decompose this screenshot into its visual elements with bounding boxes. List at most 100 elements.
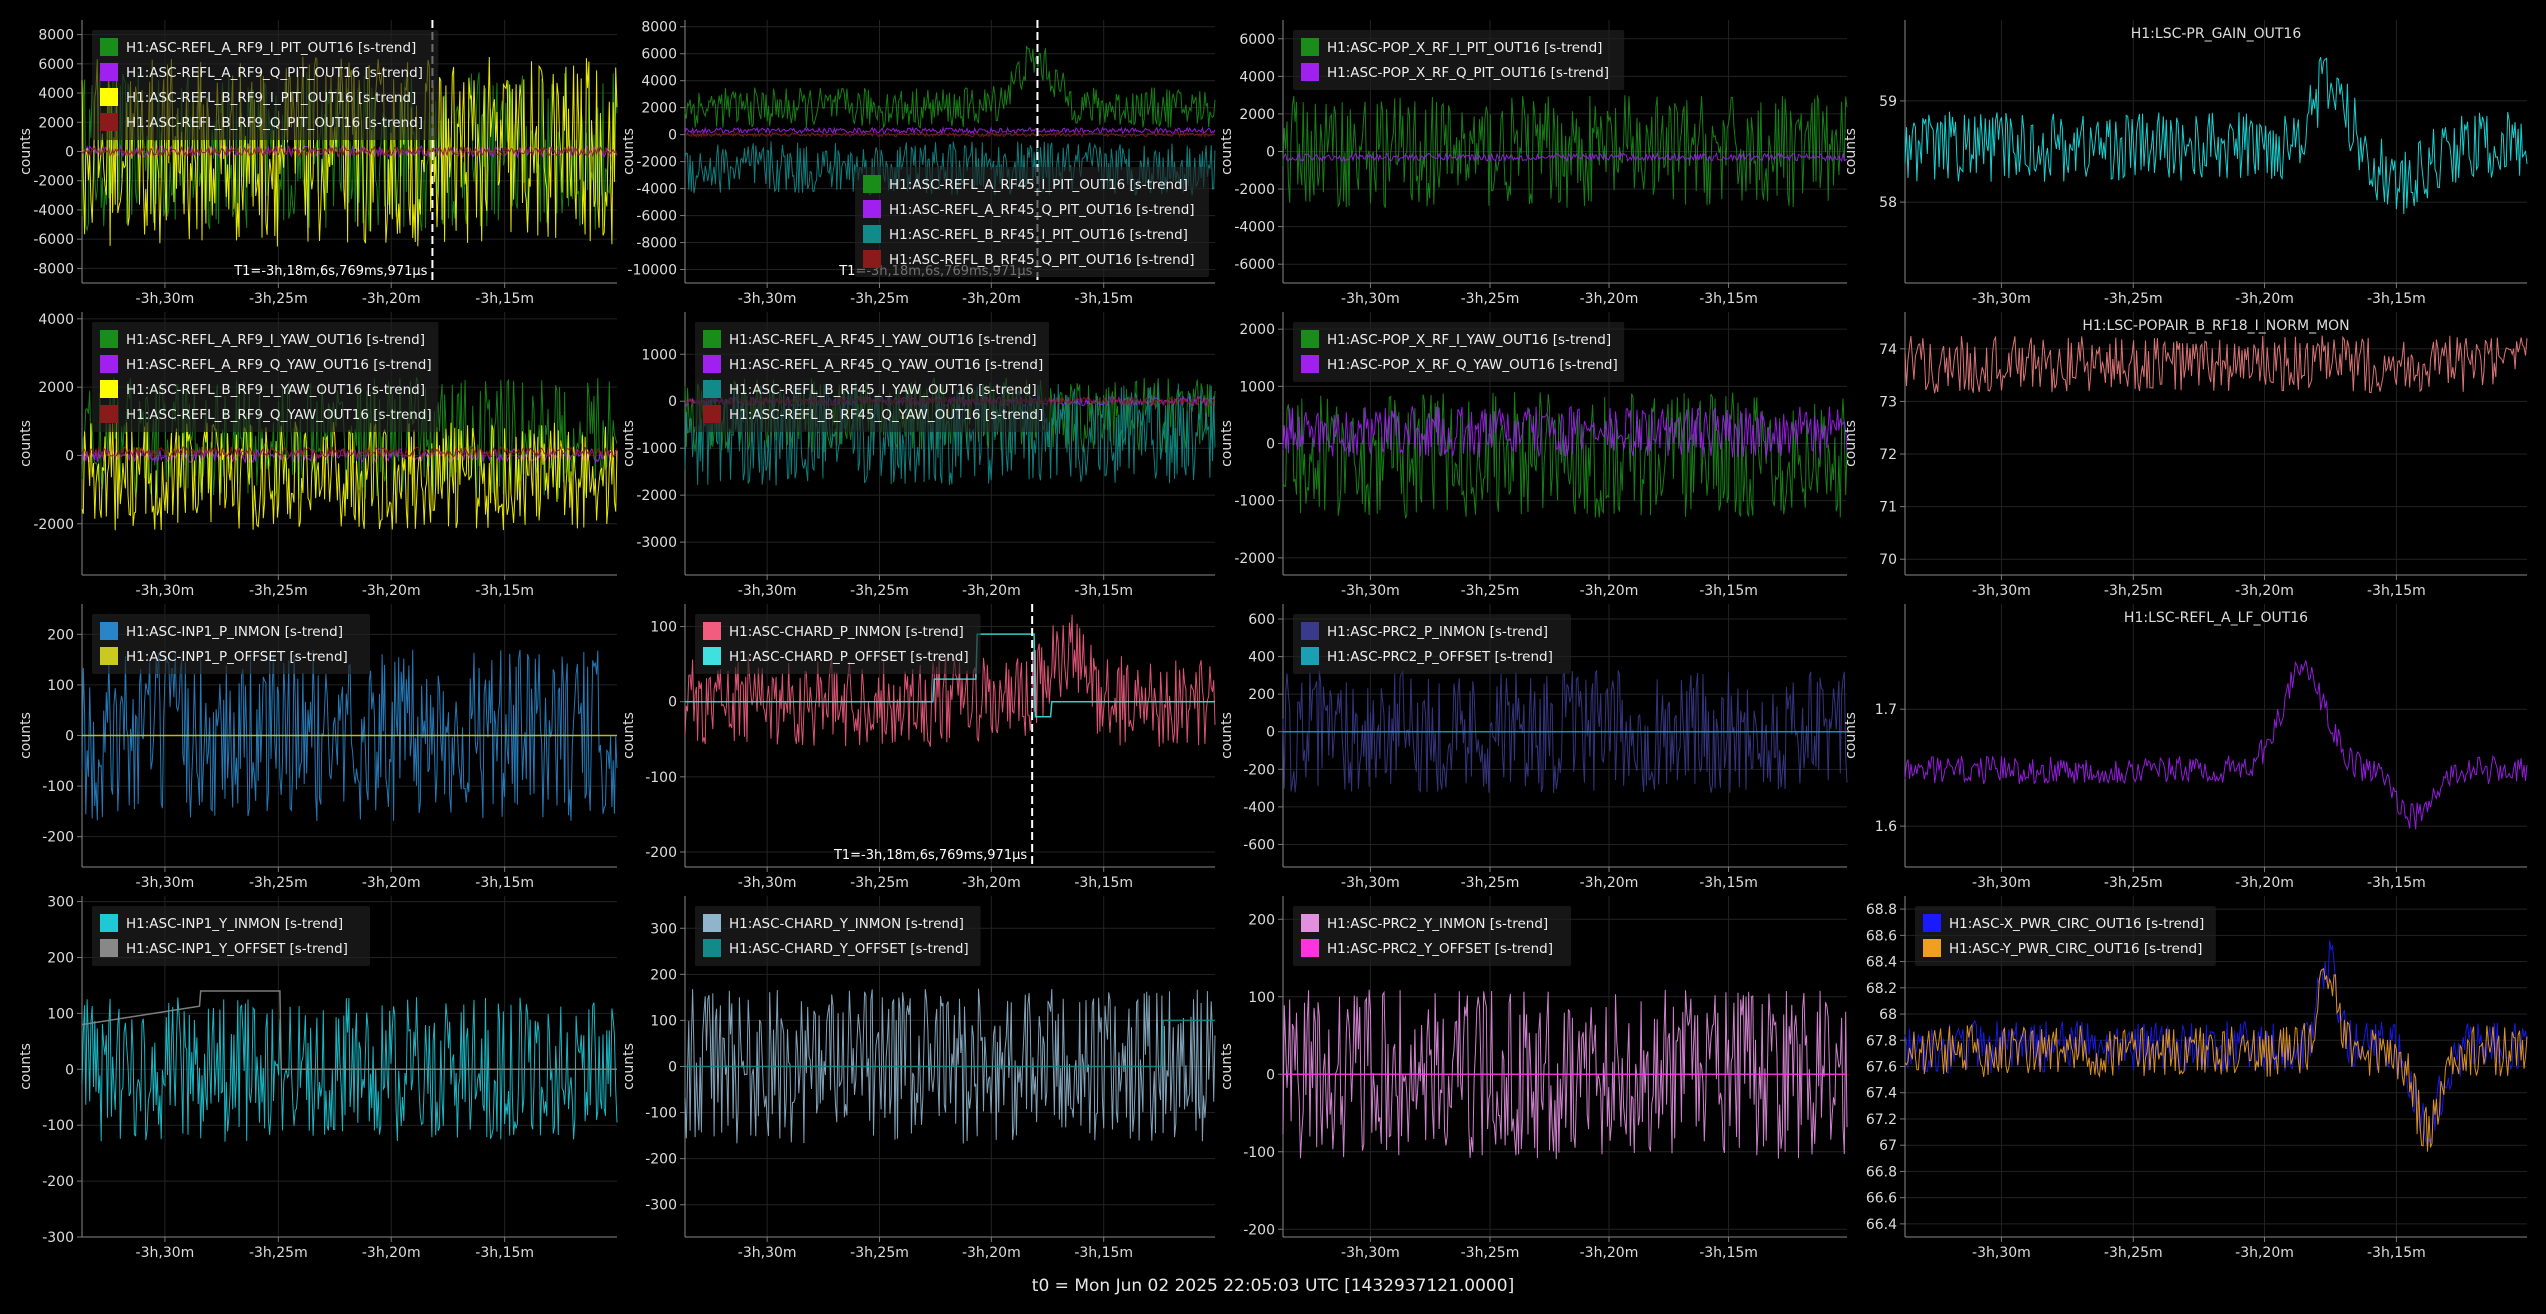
legend: H1:ASC-INP1_Y_INMON [s-trend] H1:ASC-INP1… xyxy=(92,906,370,966)
x-tick-label: -3h,30m xyxy=(1341,583,1400,599)
y-tick-label: 8000 xyxy=(38,28,74,44)
legend: H1:ASC-INP1_P_INMON [s-trend] H1:ASC-INP1… xyxy=(92,614,370,674)
legend-entry: H1:ASC-REFL_B_RF9_Q_YAW_OUT16 [s-trend] xyxy=(126,407,432,423)
series-trace-2 xyxy=(1282,151,1848,163)
y-tick-label: 0 xyxy=(1266,437,1275,453)
y-tick-label: -600 xyxy=(1243,837,1275,853)
series-trace-1 xyxy=(684,45,1216,129)
y-tick-label: 0 xyxy=(65,729,74,745)
y-tick-label: 300 xyxy=(47,895,74,911)
y-tick-label: -200 xyxy=(42,1174,74,1190)
x-tick-label: -3h,15m xyxy=(475,291,534,307)
y-tick-label: -2000 xyxy=(1234,551,1275,567)
y-tick-label: -200 xyxy=(645,845,677,861)
chart-panel-8: -3h,30m -3h,25m -3h,20m -3h,15m 74 73 72 71 70 co… xyxy=(1843,312,2528,599)
x-tick-label: -3h,20m xyxy=(2235,875,2294,891)
chart-panel-14: -3h,30m -3h,25m -3h,20m -3h,15m 300 200 100 0 -1… xyxy=(621,896,1216,1261)
x-tick-label: -3h,25m xyxy=(1461,1245,1520,1261)
y-tick-label: 8000 xyxy=(641,20,677,36)
legend-swatch xyxy=(100,939,118,957)
y-tick-label: 200 xyxy=(47,950,74,966)
y-tick-label: 1.7 xyxy=(1875,702,1897,718)
y-tick-label: -3000 xyxy=(636,535,677,551)
y-axis-label: counts xyxy=(1219,1043,1235,1090)
x-tick-label: -3h,25m xyxy=(1461,583,1520,599)
legend-entry: H1:ASC-PRC2_Y_OFFSET [s-trend] xyxy=(1327,941,1553,957)
x-tick-label: -3h,20m xyxy=(362,1245,421,1261)
legend-entry: H1:ASC-X_PWR_CIRC_OUT16 [s-trend] xyxy=(1949,916,2204,932)
legend-swatch xyxy=(100,914,118,932)
cursor-label: T1=-3h,18m,6s,769ms,971μs xyxy=(233,264,427,279)
legend-box xyxy=(855,167,1209,277)
chart-panel-16: -3h,30m -3h,25m -3h,20m -3h,15m 68.8 68.6 68.4… xyxy=(1866,896,2528,1261)
y-tick-label: -6000 xyxy=(1234,257,1275,273)
legend-entry: H1:ASC-POP_X_RF_Q_PIT_OUT16 [s-trend] xyxy=(1327,65,1609,81)
x-tick-label: -3h,15m xyxy=(1074,291,1133,307)
y-tick-label: -2000 xyxy=(1234,182,1275,198)
y-tick-label: 0 xyxy=(668,1060,677,1076)
series-trace-1 xyxy=(1282,392,1848,520)
y-tick-label: 300 xyxy=(650,921,677,937)
chart-panel-10: -3h,30m -3h,25m -3h,20m -3h,15m 100 0 -100 -200… xyxy=(621,604,1216,891)
legend-entry: H1:ASC-POP_X_RF_I_YAW_OUT16 [s-trend] xyxy=(1327,332,1611,348)
x-tick-label: -3h,25m xyxy=(2104,291,2163,307)
x-tick-label: -3h,20m xyxy=(1580,291,1639,307)
series-trace-4 xyxy=(684,131,1216,138)
y-axis-label: counts xyxy=(1219,128,1235,175)
legend-swatch xyxy=(100,113,118,131)
x-tick-label: -3h,30m xyxy=(136,583,195,599)
y-tick-label: 59 xyxy=(1879,94,1897,110)
legend-entry: H1:ASC-INP1_Y_OFFSET [s-trend] xyxy=(126,941,348,957)
x-tick-label: -3h,20m xyxy=(1580,875,1639,891)
x-tick-label: -3h,15m xyxy=(1074,875,1133,891)
legend-entry: H1:ASC-REFL_B_RF45_Q_YAW_OUT16 [s-trend] xyxy=(729,407,1043,423)
series-trace-1 xyxy=(1904,940,2528,1147)
y-tick-label: -8000 xyxy=(33,261,74,277)
x-tick-label: -3h,30m xyxy=(738,583,797,599)
legend: H1:ASC-PRC2_P_INMON [s-trend] H1:ASC-PRC2… xyxy=(1293,614,1571,674)
y-tick-label: -4000 xyxy=(1234,220,1275,236)
y-tick-label: -2000 xyxy=(636,155,677,171)
legend-entry: H1:ASC-REFL_A_RF45_I_YAW_OUT16 [s-trend] xyxy=(729,332,1037,348)
y-tick-label: 67.4 xyxy=(1866,1086,1897,1102)
y-tick-label: 68.8 xyxy=(1866,902,1897,918)
legend-entry: H1:ASC-CHARD_Y_OFFSET [s-trend] xyxy=(729,941,969,957)
legend-box xyxy=(92,322,439,432)
series-trace-2 xyxy=(1904,968,2528,1152)
x-tick-label: -3h,15m xyxy=(1074,583,1133,599)
y-tick-label: 100 xyxy=(650,1013,677,1029)
series-trace-2 xyxy=(81,990,617,1071)
x-tick-label: -3h,30m xyxy=(1972,583,2031,599)
legend-swatch xyxy=(1301,914,1319,932)
time-reference-footer: t0 = Mon Jun 02 2025 22:05:03 UTC [14329… xyxy=(1031,1276,1515,1296)
chart-panel-12: -3h,30m -3h,25m -3h,20m -3h,15m 1.7 1.6 counts… xyxy=(1843,604,2528,891)
series-trace-3 xyxy=(684,141,1216,196)
x-tick-label: -3h,20m xyxy=(962,583,1021,599)
series-trace-1 xyxy=(1904,660,2528,830)
y-tick-label: -4000 xyxy=(33,203,74,219)
y-tick-label: 68.6 xyxy=(1866,928,1897,944)
legend-swatch xyxy=(703,622,721,640)
y-tick-label: -200 xyxy=(42,830,74,846)
series-trace-1 xyxy=(1282,669,1848,794)
chart-panel-1: -3h,30m -3h,25m -3h,20m -3h,15m 8000 6000 4000… xyxy=(18,20,618,307)
x-tick-label: -3h,30m xyxy=(136,1245,195,1261)
legend-entry: H1:ASC-PRC2_P_OFFSET [s-trend] xyxy=(1327,649,1553,665)
series-trace-2 xyxy=(684,126,1216,135)
y-tick-label: 67.6 xyxy=(1866,1060,1897,1076)
legend-swatch xyxy=(100,380,118,398)
y-tick-label: -8000 xyxy=(636,236,677,252)
y-tick-label: -100 xyxy=(42,1118,74,1134)
y-tick-label: 74 xyxy=(1879,342,1897,358)
y-tick-label: -4000 xyxy=(636,182,677,198)
y-tick-label: -2000 xyxy=(33,517,74,533)
y-axis-label: counts xyxy=(18,1043,34,1090)
legend-entry: H1:ASC-CHARD_P_OFFSET [s-trend] xyxy=(729,649,969,665)
legend-swatch xyxy=(863,175,881,193)
x-tick-label: -3h,25m xyxy=(249,583,308,599)
series-trace-1 xyxy=(684,988,1216,1144)
x-tick-label: -3h,15m xyxy=(2367,1245,2426,1261)
y-tick-label: 67 xyxy=(1879,1138,1897,1154)
y-tick-label: -2000 xyxy=(636,488,677,504)
